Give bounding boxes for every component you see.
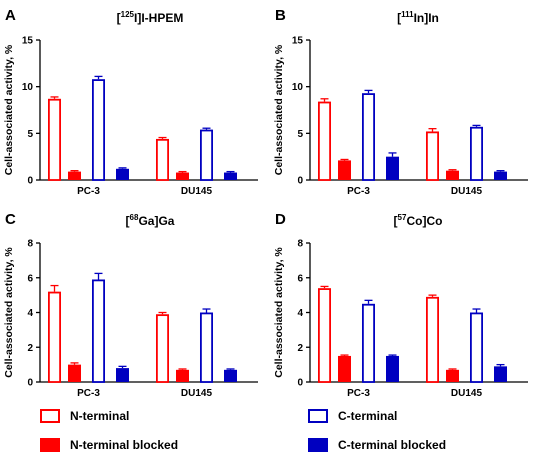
bar-pc3-n-terminal-blocked	[68, 171, 81, 180]
y-tick-label: 6	[27, 273, 33, 284]
bar-du145-n-terminal-blocked	[446, 170, 459, 180]
y-tick-label: 10	[292, 82, 304, 93]
bar-du145-c-terminal-blocked	[494, 171, 507, 180]
panel-title: [125I]I-HPEM	[117, 10, 184, 25]
bar-du145-c-terminal-blocked	[494, 366, 507, 382]
bar-pc3-c-terminal	[361, 303, 375, 383]
panel-title-rest: Co]Co	[406, 214, 442, 228]
bar-du145-n-terminal-blocked	[176, 172, 189, 180]
y-tick-label: 5	[27, 129, 33, 140]
y-tick-label: 10	[22, 82, 34, 93]
bar-du145-c-terminal	[469, 312, 483, 383]
y-tick-label: 2	[297, 343, 303, 354]
x-category-label: DU145	[451, 186, 483, 197]
x-category-label: DU145	[181, 186, 213, 197]
panel-title-prefix: [	[397, 11, 401, 25]
legend-swatch-n-terminal-blocked	[40, 438, 60, 452]
y-axis-label: Cell-associated activity, %	[273, 247, 285, 378]
bar-pc3-c-terminal-blocked	[116, 168, 129, 180]
legend-swatch-n-terminal	[40, 409, 60, 423]
bar-du145-n-terminal-blocked	[446, 369, 459, 382]
panel-title-rest: I]I-HPEM	[134, 11, 183, 25]
panel-letter: D	[275, 211, 286, 228]
legend-label: N-terminal	[70, 409, 129, 423]
bar-pc3-n-terminal-blocked	[338, 355, 351, 382]
bar-du145-c-terminal	[199, 312, 213, 383]
bar-pc3-n-terminal	[317, 101, 331, 181]
y-tick-label: 4	[297, 308, 303, 319]
x-category-label: DU145	[181, 388, 213, 399]
y-tick-label: 0	[27, 176, 33, 187]
panel-letter: A	[5, 7, 16, 24]
y-tick-label: 6	[297, 273, 303, 284]
x-category-label: DU145	[451, 388, 483, 399]
bar-pc3-c-terminal	[92, 279, 106, 383]
bar-pc3-n-terminal	[48, 98, 62, 181]
bar-pc3-n-terminal	[317, 288, 331, 383]
panel-title-isotope: 57	[398, 213, 407, 222]
legend-label: C-terminal blocked	[338, 438, 446, 452]
y-tick-label: 0	[297, 176, 303, 187]
panel-title-prefix: [	[126, 214, 130, 228]
panel-title-isotope: 68	[130, 213, 139, 222]
y-tick-label: 15	[22, 36, 34, 47]
chart-panel-b: B [111In]In Cell-associated activity, % 0 5 1…	[273, 7, 528, 197]
x-category-label: PC-3	[347, 388, 370, 399]
panel-letter: C	[5, 211, 16, 228]
chart-panel-a: A [125I]I-HPEM Cell-associated activity, %…	[3, 7, 258, 197]
bar-pc3-n-terminal-blocked	[338, 160, 351, 180]
bar-pc3-c-terminal	[361, 93, 375, 181]
panel-title-isotope: 125	[121, 10, 135, 19]
bar-du145-c-terminal-blocked	[224, 369, 237, 382]
y-tick-label: 8	[297, 239, 303, 250]
panel-title-isotope: 111	[401, 10, 414, 19]
panel-title-prefix: [	[394, 214, 398, 228]
legend-label: C-terminal	[338, 409, 397, 423]
legend-label: N-terminal blocked	[70, 438, 178, 452]
x-category-label: PC-3	[77, 388, 100, 399]
bar-pc3-n-terminal	[48, 291, 62, 383]
bar-pc3-c-terminal-blocked	[386, 355, 399, 382]
panel-title-rest: In]In	[414, 11, 439, 25]
bar-pc3-c-terminal-blocked	[386, 156, 399, 180]
y-tick-label: 0	[27, 378, 33, 389]
y-tick-label: 5	[297, 129, 303, 140]
legend-swatch-c-terminal	[308, 409, 328, 423]
y-tick-label: 15	[292, 36, 304, 47]
legend-swatch-c-terminal-blocked	[308, 438, 328, 452]
bar-pc3-c-terminal	[92, 79, 106, 181]
panel-title: [57Co]Co	[394, 213, 443, 228]
bar-du145-c-terminal	[469, 126, 483, 181]
bar-du145-n-terminal	[155, 138, 169, 181]
bar-du145-n-terminal	[155, 314, 169, 383]
bar-pc3-n-terminal-blocked	[68, 364, 81, 382]
chart-panel-d: D [57Co]Co Cell-associated activity, % 0 2 4 6…	[273, 211, 528, 399]
y-tick-label: 4	[27, 308, 33, 319]
bar-pc3-c-terminal-blocked	[116, 368, 129, 382]
y-tick-label: 2	[27, 343, 33, 354]
y-axis-label: Cell-associated activity, %	[3, 44, 15, 175]
bar-du145-c-terminal	[199, 129, 213, 181]
panel-title: [111In]In	[397, 10, 439, 25]
bar-du145-n-terminal	[425, 296, 439, 383]
legend: N-terminal N-terminal blocked C-terminal C-…	[40, 409, 446, 452]
bar-du145-n-terminal	[425, 131, 439, 181]
panel-letter: B	[275, 7, 286, 24]
x-category-label: PC-3	[77, 186, 100, 197]
panel-title: [68Ga]Ga	[126, 213, 175, 228]
y-axis-label: Cell-associated activity, %	[3, 247, 15, 378]
bar-du145-c-terminal-blocked	[224, 172, 237, 180]
y-axis-label: Cell-associated activity, %	[273, 44, 285, 175]
x-category-label: PC-3	[347, 186, 370, 197]
y-tick-label: 8	[27, 239, 33, 250]
panel-title-prefix: [	[117, 11, 121, 25]
panel-title-rest: Ga]Ga	[138, 214, 174, 228]
bar-du145-n-terminal-blocked	[176, 369, 189, 382]
y-tick-label: 0	[297, 378, 303, 389]
